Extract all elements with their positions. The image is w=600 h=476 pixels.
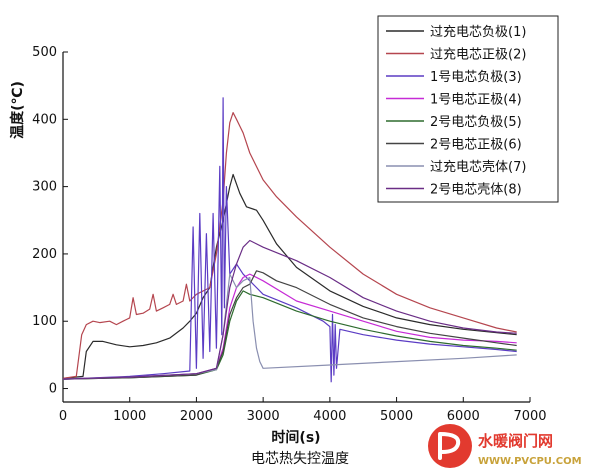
legend-item-6: 2号电芯正极(6) [386, 138, 522, 153]
y-axis-title: 温度(℃) [9, 81, 26, 139]
x-tick-label: 1000 [113, 409, 146, 424]
x-tick-label: 2000 [180, 409, 213, 424]
watermark-url: WWW.PVCPU.COM [478, 456, 582, 467]
x-tick-label: 4000 [313, 409, 346, 424]
legend-item-8: 2号电芯壳体(8) [386, 183, 522, 198]
x-tick-label: 5000 [380, 409, 413, 424]
legend-label: 过充电芯正极(2) [430, 47, 526, 63]
legend-item-5: 2号电芯负极(5) [386, 115, 522, 130]
watermark: 水暖阀门网 WWW.PVCPU.COM [428, 424, 582, 468]
x-tick-label: 0 [59, 409, 67, 424]
legend-item-3: 1号电芯负极(3) [386, 70, 522, 85]
legend-item-7: 过充电芯壳体(7) [386, 159, 526, 175]
legend-label: 1号电芯负极(3) [430, 70, 522, 85]
series-line-4 [62, 273, 517, 380]
y-tick-label: 0 [49, 382, 57, 397]
series-line-7 [62, 273, 517, 380]
y-tick-label: 500 [32, 45, 57, 60]
legend-label: 2号电芯正极(6) [430, 138, 522, 153]
series-line-2 [62, 112, 517, 379]
legend-label: 2号电芯负极(5) [430, 115, 522, 130]
y-tick-label: 400 [32, 112, 57, 127]
x-tick-label: 3000 [247, 409, 280, 424]
axes [62, 52, 530, 403]
x-tick-label: 7000 [513, 409, 546, 424]
legend-label: 2号电芯壳体(8) [430, 183, 522, 198]
x-axis-title: 时间(s) [271, 429, 320, 446]
legend-item-2: 过充电芯正极(2) [386, 47, 526, 63]
watermark-logo-mark [438, 432, 461, 460]
chart-caption: 电芯热失控温度 [251, 451, 349, 467]
legend-label: 1号电芯正极(4) [430, 93, 522, 108]
series-line-5 [62, 290, 517, 380]
series-line-8 [62, 239, 517, 380]
legend-box [377, 15, 559, 203]
y-ticks: 0 100 200 300 400 500 [32, 45, 68, 397]
legend-item-1: 过充电芯负极(1) [386, 24, 526, 40]
y-tick-label: 300 [32, 180, 57, 195]
y-tick-label: 200 [32, 247, 57, 262]
watermark-logo-circle [428, 424, 472, 468]
x-tick-label: 6000 [447, 409, 480, 424]
series-group [62, 97, 517, 383]
legend-label: 过充电芯壳体(7) [430, 159, 526, 175]
legend-label: 过充电芯负极(1) [430, 24, 526, 40]
legend: 过充电芯负极(1) 过充电芯正极(2) 1号电芯负极(3) 1号电芯正极(4) 2号电芯… [377, 15, 559, 203]
series-line-1 [62, 173, 517, 379]
x-ticks: 0 1000 2000 3000 4000 5000 6000 7000 [59, 397, 547, 424]
y-tick-label: 100 [32, 314, 57, 329]
watermark-name: 水暖阀门网 [478, 432, 553, 450]
legend-item-4: 1号电芯正极(4) [386, 93, 522, 108]
legend-items: 过充电芯负极(1) 过充电芯正极(2) 1号电芯负极(3) 1号电芯正极(4) 2号电芯… [386, 24, 526, 198]
